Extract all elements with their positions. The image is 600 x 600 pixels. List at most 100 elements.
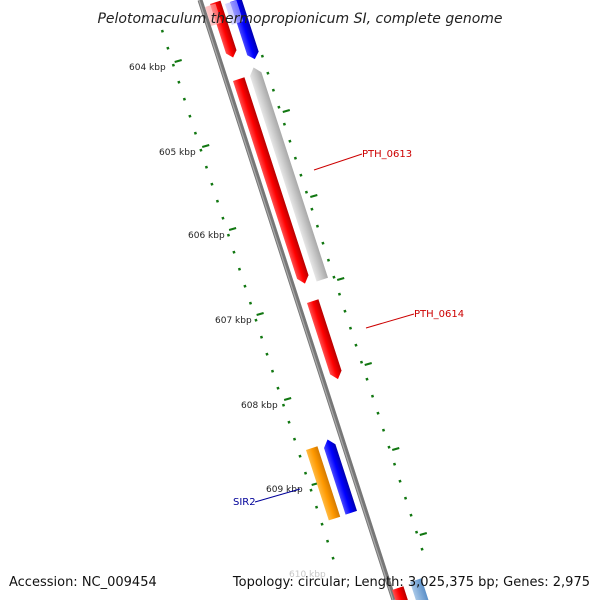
ruler-tick [365,377,369,381]
kbp-label-609: 609 kbp [266,485,303,495]
ruler-tick [293,156,297,160]
gene-blue-lower[interactable] [322,438,357,515]
ruler-tick [387,445,391,449]
gene-label-sir2-group[interactable]: SIR2 [233,488,301,508]
ruler-tick [248,301,253,305]
gene-bottom-lightblue-partial[interactable] [410,578,430,600]
accession-text: Accession: NC_009454 [9,575,157,590]
ruler-major-tick-right [419,532,428,536]
kbp-label-610: 610 kbp [289,570,326,580]
ruler-tick [288,139,292,143]
ruler-tick [260,54,264,58]
ruler-tick [303,471,308,475]
ruler-tick [166,46,170,50]
ruler-major-ticks [174,59,428,536]
gene-orange-sir2[interactable] [306,446,341,521]
ruler-tick [193,131,197,135]
ruler-major-tick-left [283,397,292,401]
ruler-tick [299,173,303,177]
gene-label-pth0613-group[interactable]: PTH_0613 [313,149,412,171]
ruler-tick [254,318,258,322]
ruler-tick [171,63,175,67]
ruler-tick [331,556,335,560]
gene-top-red-faded[interactable] [205,3,222,27]
ruler-tick [359,360,364,364]
ruler-tick [177,80,181,84]
ruler-major-tick-left [201,144,210,148]
ruler-tick [232,250,236,254]
gene-label-pth0614[interactable]: PTH_0614 [414,309,464,320]
ruler-tick [188,114,192,118]
ruler-tick [237,267,242,271]
ruler-tick [320,522,324,526]
ruler-tick [343,309,347,313]
ruler-tick [277,105,281,109]
ruler-tick [398,479,402,483]
ruler-tick [182,97,186,101]
ruler-tick [204,165,209,169]
ruler-major-tick-right [282,109,291,113]
gene-bottom-red-partial[interactable] [392,586,410,600]
ruler-tick [304,190,309,194]
ruler-tick [325,539,330,543]
ruler-major-tick-right [336,277,345,281]
gene-red-long[interactable] [233,77,311,285]
ruler-tick [281,403,286,407]
ruler-tick [271,88,275,92]
ruler-tick [337,292,342,296]
ruler-major-tick-right [364,362,372,366]
kbp-label-606: 606 kbp [188,231,225,241]
topology-text: Topology: circular; Length: 3,025,375 bp… [232,575,590,590]
gene-label-pth0613[interactable]: PTH_0613 [362,149,412,160]
gene-label-pth0614-group[interactable]: PTH_0614 [365,309,464,329]
kbp-label-608: 608 kbp [241,401,278,411]
ruler-tick [270,369,275,373]
ruler-tick [276,386,280,390]
ruler-tick [243,284,247,288]
ruler-tick [309,488,313,492]
ruler-tick [392,462,397,466]
gene-grey-pth0613[interactable] [248,66,328,282]
ruler-tick [315,224,320,228]
ruler-tick [215,199,220,203]
ruler-tick [221,216,225,220]
ruler-tick [354,343,358,347]
ruler-tick [332,275,336,279]
genome-backbone [197,0,397,600]
ruler-tick [370,394,375,398]
ruler-major-tick-left [228,227,237,231]
ruler-tick [420,547,424,551]
gene-red-pth0614[interactable] [307,299,344,381]
ruler-tick [160,29,164,33]
ruler-tick [403,496,408,500]
ruler-tick [266,71,270,75]
ruler-tick [282,122,286,126]
ruler-tick [226,233,231,237]
ruler-major-tick-left [256,312,264,316]
ruler-tick [414,530,419,534]
kbp-label-607: 607 kbp [215,316,252,326]
ruler-labels: 604 kbp 605 kbp 606 kbp 607 kbp 608 kbp … [129,63,326,580]
gene-label-sir2[interactable]: SIR2 [233,497,256,508]
map-title: Pelotomaculum thermopropionicum SI, comp… [97,11,502,27]
ruler-major-tick-left [174,59,182,63]
ruler-right-ticks [260,54,424,551]
leader-line-pth0613 [313,153,363,171]
ruler-major-tick-right [391,447,400,451]
ruler-tick [298,454,302,458]
ruler-tick [314,505,319,509]
leader-line-pth0614 [365,313,415,329]
ruler-left-ticks [160,29,335,560]
ruler-tick [287,420,291,424]
ruler-tick [326,258,331,262]
ruler-tick [381,428,386,432]
ruler-tick [310,207,314,211]
kbp-label-605: 605 kbp [159,148,196,158]
ruler-tick [210,182,214,186]
ruler-tick [348,326,353,330]
ruler-major-tick-right [310,194,318,198]
ruler-tick [409,513,413,517]
ruler-tick [376,411,380,415]
gene-top-blue-faded[interactable] [225,0,244,25]
